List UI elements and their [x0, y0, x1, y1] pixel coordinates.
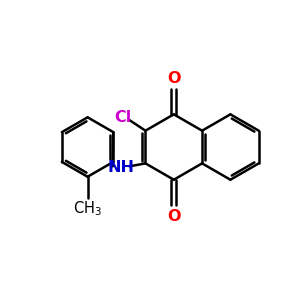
Text: Cl: Cl	[115, 110, 132, 125]
Text: O: O	[167, 208, 181, 224]
Text: NH: NH	[108, 160, 135, 175]
Text: CH$_3$: CH$_3$	[73, 199, 102, 218]
Text: O: O	[167, 70, 181, 86]
